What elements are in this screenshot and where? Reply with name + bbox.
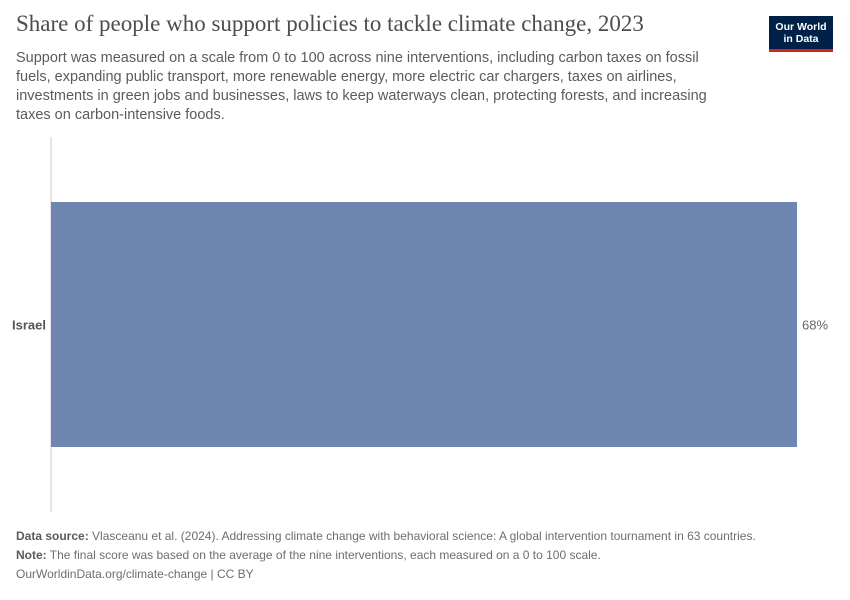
chart-title: Share of people who support policies to …: [16, 11, 644, 36]
note-line: Note: The final score was based on the a…: [16, 546, 836, 565]
note-label: Note:: [16, 548, 47, 562]
chart-footer: Data source: Vlasceanu et al. (2024). Ad…: [16, 527, 836, 584]
logo-line-2: in Data: [783, 33, 819, 45]
credit-line[interactable]: OurWorldinData.org/climate-change | CC B…: [16, 567, 254, 581]
data-source-line: Data source: Vlasceanu et al. (2024). Ad…: [16, 527, 836, 546]
logo-line-1: Our World: [775, 21, 827, 33]
owid-logo[interactable]: Our World in Data: [769, 16, 833, 52]
chart-subtitle: Support was measured on a scale from 0 t…: [16, 50, 707, 123]
value-label: 68%: [802, 318, 828, 333]
data-source-text: Vlasceanu et al. (2024). Addressing clim…: [92, 529, 756, 543]
note-text: The final score was based on the average…: [49, 548, 601, 562]
bar-israel[interactable]: [51, 202, 797, 447]
data-source-label: Data source:: [16, 529, 89, 543]
category-label: Israel: [12, 318, 46, 333]
